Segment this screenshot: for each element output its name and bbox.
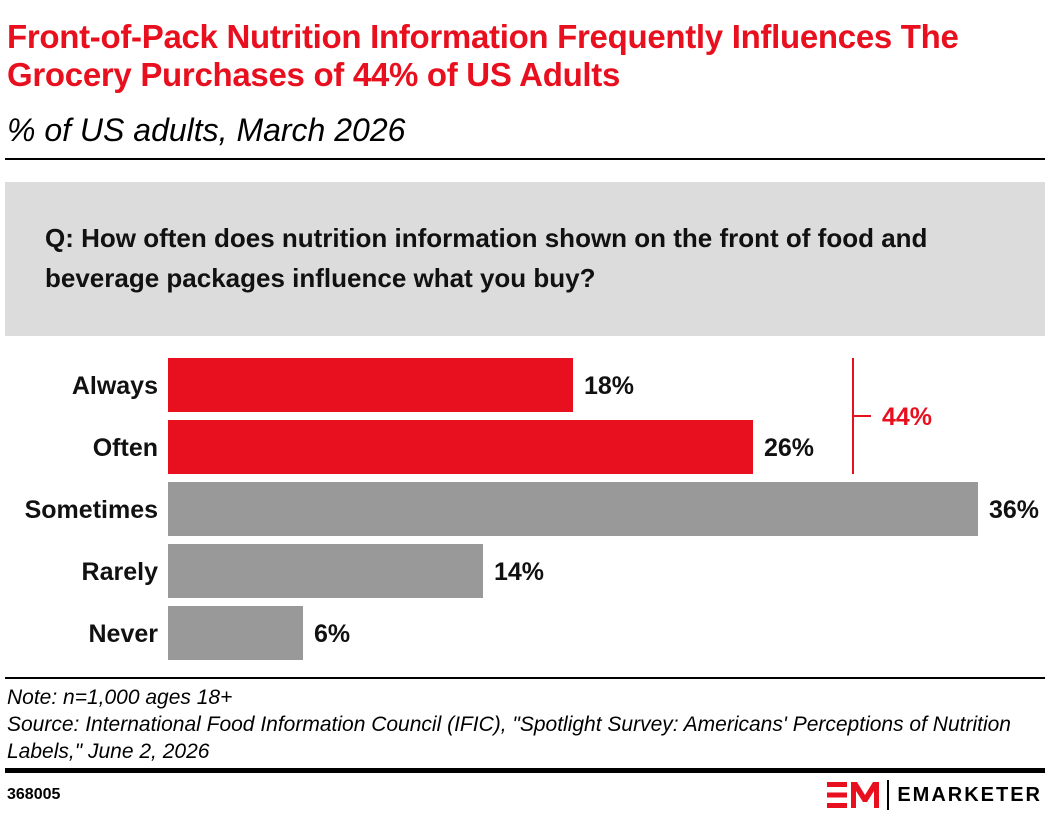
emarketer-logo: EMARKETER	[827, 780, 1042, 810]
footnotes: Note: n=1,000 ages 18+ Source: Internati…	[7, 684, 1047, 765]
bar-rarely	[168, 544, 483, 598]
category-label-often: Often	[93, 434, 158, 462]
value-label-never: 6%	[314, 620, 350, 648]
header-divider	[5, 158, 1045, 160]
brand-name: EMARKETER	[897, 783, 1042, 806]
chart-title: Front-of-Pack Nutrition Information Freq…	[7, 18, 959, 93]
em-logo-icon	[827, 782, 880, 808]
footer-divider	[5, 677, 1045, 679]
bar-often	[168, 420, 753, 474]
category-label-never: Never	[89, 620, 159, 648]
value-label-sometimes: 36%	[989, 496, 1039, 524]
footer-divider-thick	[5, 768, 1045, 773]
category-label-rarely: Rarely	[82, 558, 159, 586]
question-text: Q: How often does nutrition information …	[45, 223, 928, 293]
bar-always	[168, 358, 573, 412]
question-box: Q: How often does nutrition information …	[5, 182, 1045, 336]
note-text: Note: n=1,000 ages 18+	[7, 686, 233, 709]
value-label-often: 26%	[764, 434, 814, 462]
bracket-total-label: 44%	[882, 403, 932, 431]
value-label-always: 18%	[584, 372, 634, 400]
chart-subtitle: % of US adults, March 2026	[7, 112, 406, 148]
chart-id: 368005	[7, 786, 61, 803]
bar-chart: Always 18% Often 26% Sometimes 36% Rarely 14% Ne…	[25, 358, 1039, 660]
category-label-sometimes: Sometimes	[25, 496, 158, 524]
value-label-rarely: 14%	[494, 558, 544, 586]
source-text: Source: International Food Information C…	[7, 713, 1011, 763]
bar-sometimes	[168, 482, 978, 536]
bar-never	[168, 606, 303, 660]
logo-separator	[887, 780, 890, 810]
category-label-always: Always	[72, 372, 158, 400]
